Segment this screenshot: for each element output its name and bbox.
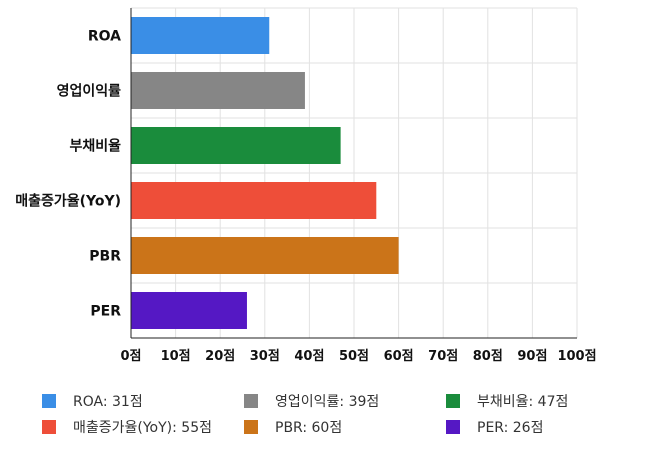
legend: ROA: 31점 영업이익률: 39점 부채비율: 47점 매출증가율(YoY)… bbox=[0, 386, 650, 446]
legend-label: 부채비율: 47점 bbox=[477, 394, 569, 410]
legend-label: ROA: 31점 bbox=[73, 394, 143, 410]
bar bbox=[131, 292, 247, 329]
y-tick-label: PBR bbox=[89, 249, 121, 265]
legend-label: PBR: 60점 bbox=[275, 420, 343, 436]
x-tick-label: 10점 bbox=[161, 349, 191, 364]
bar bbox=[131, 17, 270, 54]
y-tick-label: 영업이익률 bbox=[57, 83, 122, 100]
y-tick-label: PER bbox=[90, 304, 121, 320]
x-tick-label: 100점 bbox=[557, 349, 596, 364]
legend-swatch bbox=[446, 420, 460, 434]
x-tick-label: 20점 bbox=[205, 349, 235, 364]
legend-swatch bbox=[244, 420, 258, 434]
y-tick-label: 매출증가율(YoY) bbox=[15, 193, 121, 210]
legend-item-pbr: PBR: 60점 bbox=[244, 416, 342, 438]
legend-swatch bbox=[446, 394, 460, 408]
y-tick-label: ROA bbox=[88, 29, 121, 45]
bar bbox=[131, 72, 305, 109]
x-tick-label: 0점 bbox=[120, 349, 141, 364]
y-tick-label: 부채비율 bbox=[69, 138, 121, 155]
bar bbox=[131, 182, 377, 219]
x-tick-label: 90점 bbox=[517, 349, 547, 364]
bar bbox=[131, 237, 399, 274]
x-tick-label: 40점 bbox=[294, 349, 324, 364]
x-tick-label: 80점 bbox=[473, 349, 503, 364]
x-tick-label: 50점 bbox=[339, 349, 369, 364]
legend-item-sales-growth: 매출증가율(YoY): 55점 bbox=[42, 416, 212, 438]
bar bbox=[131, 127, 341, 164]
legend-label: 영업이익률: 39점 bbox=[275, 394, 380, 410]
x-tick-label: 60점 bbox=[384, 349, 414, 364]
legend-swatch bbox=[244, 394, 258, 408]
x-tick-label: 30점 bbox=[250, 349, 280, 364]
legend-item-operating-margin: 영업이익률: 39점 bbox=[244, 390, 379, 412]
legend-item-roa: ROA: 31점 bbox=[42, 390, 143, 412]
legend-item-debt-ratio: 부채비율: 47점 bbox=[446, 390, 568, 412]
legend-label: PER: 26점 bbox=[477, 420, 544, 436]
legend-item-per: PER: 26점 bbox=[446, 416, 543, 438]
legend-swatch bbox=[42, 420, 56, 434]
legend-swatch bbox=[42, 394, 56, 408]
x-tick-label: 70점 bbox=[428, 349, 458, 364]
legend-label: 매출증가율(YoY): 55점 bbox=[73, 420, 212, 436]
